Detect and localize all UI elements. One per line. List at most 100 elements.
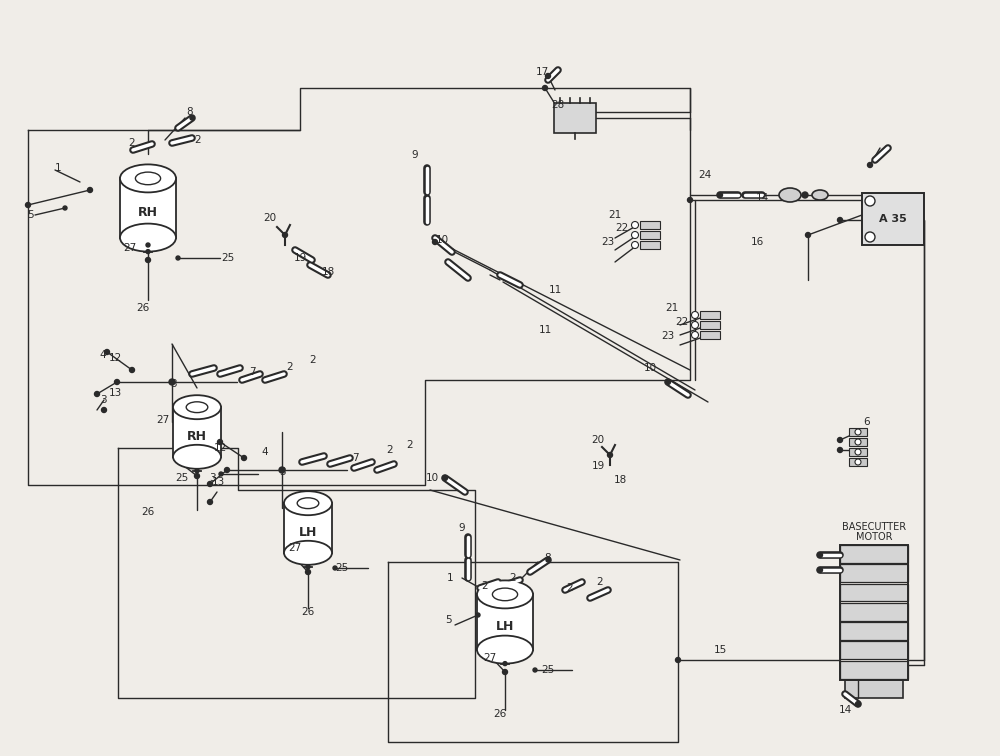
Text: 2: 2: [567, 583, 573, 593]
Text: 12: 12: [108, 353, 122, 363]
Text: BASECUTTER: BASECUTTER: [842, 522, 906, 532]
Bar: [700, 321, 720, 329]
Bar: [477, 594, 533, 649]
Bar: [849, 458, 867, 466]
Text: 22: 22: [675, 317, 689, 327]
Bar: [862, 193, 924, 245]
Text: 3: 3: [170, 379, 176, 389]
Bar: [840, 584, 908, 601]
Text: 17: 17: [535, 67, 549, 77]
Text: 28: 28: [551, 100, 565, 110]
Circle shape: [692, 321, 698, 329]
Text: LH: LH: [299, 526, 317, 540]
Text: 25: 25: [335, 563, 349, 573]
Circle shape: [219, 472, 223, 476]
Text: 10: 10: [643, 363, 657, 373]
Circle shape: [195, 469, 199, 472]
Bar: [849, 448, 867, 456]
Circle shape: [194, 473, 200, 479]
Circle shape: [176, 256, 180, 260]
Text: 9: 9: [412, 150, 418, 160]
Circle shape: [666, 380, 670, 385]
Circle shape: [676, 658, 680, 662]
Circle shape: [130, 367, 134, 373]
Text: LH: LH: [496, 621, 514, 634]
Text: 18: 18: [613, 475, 627, 485]
Circle shape: [146, 243, 150, 247]
Text: 19: 19: [591, 461, 605, 471]
Text: 3: 3: [100, 395, 106, 405]
Text: 25: 25: [175, 473, 189, 483]
Text: 21: 21: [665, 303, 679, 313]
Text: 18: 18: [321, 267, 335, 277]
Text: 1: 1: [55, 163, 61, 173]
Circle shape: [838, 438, 842, 442]
Ellipse shape: [284, 541, 332, 565]
Circle shape: [692, 331, 698, 339]
Circle shape: [114, 380, 120, 385]
Text: 13: 13: [211, 477, 225, 487]
Bar: [845, 680, 903, 698]
Circle shape: [169, 379, 175, 385]
Text: 16: 16: [750, 237, 764, 247]
Text: 26: 26: [136, 303, 150, 313]
Text: RH: RH: [138, 206, 158, 219]
Circle shape: [190, 116, 194, 120]
Text: 5: 5: [445, 615, 451, 625]
Bar: [849, 428, 867, 436]
Text: 10: 10: [425, 473, 439, 483]
Text: 5: 5: [27, 210, 33, 220]
Circle shape: [632, 241, 639, 249]
Circle shape: [218, 439, 222, 445]
Text: MOTOR: MOTOR: [856, 532, 892, 542]
Text: 14: 14: [838, 705, 852, 715]
Bar: [840, 564, 908, 582]
Text: 26: 26: [141, 507, 155, 517]
Circle shape: [855, 449, 861, 455]
Text: 27: 27: [123, 243, 137, 253]
Circle shape: [865, 196, 875, 206]
Text: 19: 19: [293, 253, 307, 263]
Bar: [840, 545, 908, 562]
Circle shape: [146, 249, 150, 253]
Circle shape: [608, 453, 612, 457]
Text: 12: 12: [213, 443, 227, 453]
Text: 22: 22: [615, 223, 629, 233]
Circle shape: [806, 233, 810, 237]
Ellipse shape: [120, 224, 176, 252]
Circle shape: [868, 163, 872, 168]
Ellipse shape: [492, 588, 518, 601]
Circle shape: [818, 553, 822, 557]
Text: 23: 23: [661, 331, 675, 341]
Circle shape: [224, 467, 230, 472]
Circle shape: [26, 203, 30, 207]
Bar: [284, 503, 332, 553]
Text: 3: 3: [209, 473, 215, 483]
Text: 25: 25: [221, 253, 235, 263]
Circle shape: [855, 439, 861, 445]
Text: 8: 8: [187, 107, 193, 117]
Text: 2: 2: [510, 573, 516, 583]
Bar: [840, 603, 908, 621]
Bar: [554, 103, 596, 133]
Circle shape: [546, 73, 550, 79]
Circle shape: [632, 231, 639, 238]
Circle shape: [476, 613, 480, 617]
Bar: [849, 438, 867, 446]
Text: RH: RH: [187, 430, 207, 444]
Text: 7: 7: [352, 453, 358, 463]
Bar: [120, 178, 176, 237]
Circle shape: [442, 476, 448, 481]
Bar: [700, 311, 720, 319]
Text: 2: 2: [310, 355, 316, 365]
Text: 4: 4: [100, 350, 106, 360]
Ellipse shape: [284, 491, 332, 515]
Text: A 35: A 35: [879, 214, 907, 224]
Circle shape: [865, 232, 875, 242]
Bar: [700, 331, 720, 339]
Ellipse shape: [477, 636, 533, 664]
Ellipse shape: [135, 172, 161, 184]
Text: 13: 13: [108, 388, 122, 398]
Text: 15: 15: [713, 645, 727, 655]
Text: 20: 20: [591, 435, 605, 445]
